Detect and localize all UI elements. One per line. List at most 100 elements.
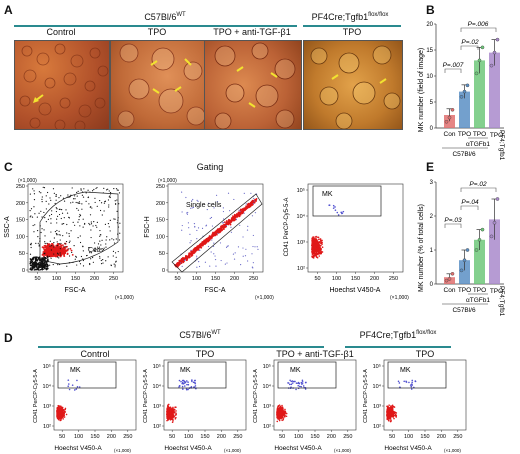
flow-xtick: 150 <box>310 434 319 440</box>
flow-ytick: 10³ <box>373 404 381 410</box>
flow-xtick: 50 <box>174 276 180 282</box>
panel-d-gate-label: MK <box>400 367 411 374</box>
flow-xtick: 200 <box>327 434 336 440</box>
b-point <box>477 58 482 63</box>
e-ytick: 2 <box>430 214 434 220</box>
chart-e-pvalue-3: P=.02 <box>469 181 487 188</box>
flow-ytick: 10² <box>153 424 161 430</box>
panel-d-ylabel: CD41 PerCP-Cy5-5-A <box>253 369 259 423</box>
flow-plot-single-gate <box>171 193 263 273</box>
panel-d-xmult: (×1,000) <box>224 448 241 453</box>
flow-xtick: 50 <box>314 276 320 282</box>
flow-xtick: 250 <box>233 434 242 440</box>
flow-xtick: 100 <box>74 434 83 440</box>
flow-plot-cells-ylabel: SSC-A <box>4 216 11 238</box>
e-xtick: Con <box>444 287 456 294</box>
panel-d-flow-plot: CD41 PerCP-Cy5-5-A MK 10² 10³ 10⁴ 10⁵ 50 100 150… <box>363 359 467 453</box>
flow-ytick: 0 <box>22 268 25 274</box>
flow-plot-single-xlabel: FSC-A <box>205 287 226 294</box>
b-bar <box>474 60 485 128</box>
panel-d-plot-title: TPO <box>195 349 215 359</box>
b-ytick: 0 <box>430 126 434 132</box>
flow-plot-cells-gate <box>39 191 119 265</box>
flow-ytick: 10⁵ <box>297 187 305 194</box>
flow-ytick: 10⁴ <box>43 383 52 390</box>
micrograph-tpo-cells <box>117 43 205 128</box>
e-point <box>480 227 485 232</box>
flow-ytick: 0 <box>162 268 165 274</box>
flow-plot-single-gate-label: Single cells <box>186 202 222 209</box>
panel-a-image-label-pf4-tpo: TPO <box>342 27 362 37</box>
panel-d-flow-plot: CD41 PerCP-Cy5-5-A MK 10² 10³ 10⁴ 10⁵ 50 100 150… <box>33 359 137 453</box>
b-point <box>492 50 497 55</box>
e-point <box>474 248 479 252</box>
chart-b-pvalue-2: P=.02 <box>461 39 479 46</box>
b-xtick: TPO <box>458 131 471 138</box>
flow-ytick: 10³ <box>153 404 161 410</box>
flow-xtick: 150 <box>211 276 220 282</box>
e-xtick: TPO <box>458 287 471 294</box>
flow-plot-mk-gate <box>312 185 382 217</box>
flow-plot-single-ylabel: FSC-H <box>144 216 151 237</box>
b-point <box>447 115 452 120</box>
b-point <box>444 119 449 124</box>
flow-ytick: 250 <box>16 184 25 190</box>
flow-ytick: 50 <box>19 251 25 257</box>
chart-e-xgroup-2: C57Bl/6 <box>452 307 476 314</box>
flow-xtick: 250 <box>343 434 352 440</box>
flow-xtick: 150 <box>200 434 209 440</box>
flow-plot-mk-xmult: (×1,000) <box>390 295 409 301</box>
panel-a-image-label-tpo-anti: TPO + anti-TGF-β1 <box>213 27 291 37</box>
panel-d-ylabel: CD41 PerCP-Cy5-5-A <box>143 369 149 423</box>
e-point <box>492 221 497 225</box>
flow-ytick: 100 <box>16 234 25 240</box>
chart-e-xgroup-1: αTGFb1 <box>466 297 490 304</box>
panel-d-group-pf4: PF4Cre;Tgfb1flox/flox <box>359 330 437 340</box>
flow-ytick: 10⁵ <box>153 363 161 370</box>
panel-a-group-line-c57 <box>14 25 297 27</box>
flow-xtick: 200 <box>90 276 99 282</box>
flow-ytick: 10² <box>373 424 381 430</box>
panel-d-gate-label: MK <box>290 367 301 374</box>
flow-ytick: 10⁵ <box>263 363 271 370</box>
chart-e-bracket-1 <box>444 223 462 228</box>
flow-xtick: 200 <box>217 434 226 440</box>
b-bar <box>459 91 470 128</box>
panel-d-flow-plot: CD41 PerCP-Cy5-5-A MK 10² 10³ 10⁴ 10⁵ 50 100 150… <box>253 359 357 453</box>
flow-xtick: 100 <box>184 434 193 440</box>
flow-xtick: 50 <box>169 434 175 440</box>
micrograph-pf4-tpo <box>303 40 403 130</box>
b-point <box>450 108 455 112</box>
flow-ytick: 100 <box>156 234 165 240</box>
b-point <box>465 83 470 88</box>
b-point <box>459 95 464 99</box>
chart-e-ylabel: MK number (% of total cells) <box>418 204 425 292</box>
flow-plot-cells-gate-label: Cells <box>88 247 104 254</box>
chart-b-axis: 0 5 10 15 20 <box>426 22 504 132</box>
b-xtick: Con <box>444 131 456 138</box>
flow-ytick: 10² <box>263 424 271 430</box>
flow-ytick: 10⁴ <box>373 383 382 390</box>
flow-xtick: 50 <box>389 434 395 440</box>
panel-a-image-label-tpo: TPO <box>147 27 167 37</box>
flow-ytick: 200 <box>16 201 25 207</box>
flow-xtick: 150 <box>90 434 99 440</box>
flow-xtick: 100 <box>404 434 413 440</box>
panel-b-label: B <box>426 3 435 17</box>
flow-ytick: 10² <box>43 424 51 430</box>
flow-ytick: 10² <box>297 266 305 272</box>
micrograph-control-cells <box>19 43 109 129</box>
chart-e-pvalue-1: P=.03 <box>444 217 462 224</box>
flow-xtick: 250 <box>389 276 398 282</box>
flow-xtick: 200 <box>437 434 446 440</box>
micrograph-control <box>14 40 110 130</box>
flow-xtick: 200 <box>230 276 239 282</box>
flow-xtick: 150 <box>71 276 80 282</box>
flow-ytick: 50 <box>159 251 165 257</box>
chart-b-xgroup-1: αTGFb1 <box>466 141 490 148</box>
flow-xtick: 100 <box>52 276 61 282</box>
e-bar <box>474 239 485 284</box>
chart-e-xgroup-3: PF4;Tgfb1 <box>498 286 505 317</box>
flow-plot-cells: SSC-A (×1,000) Cells 50 100 150 200 250 FSC-… <box>4 178 134 301</box>
